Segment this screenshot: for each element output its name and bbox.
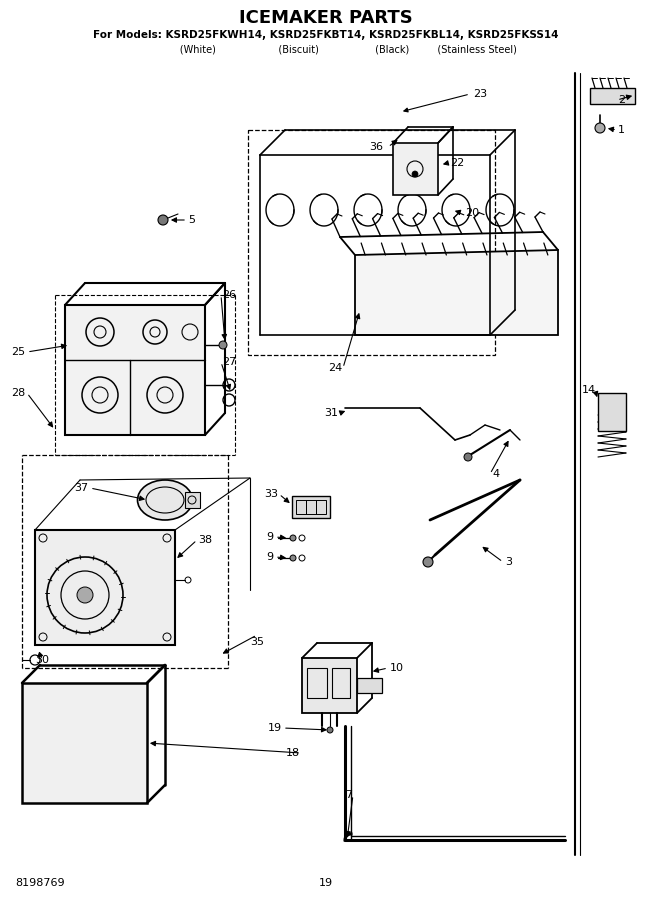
Bar xyxy=(393,143,438,195)
Circle shape xyxy=(327,727,333,733)
Text: 28: 28 xyxy=(10,388,25,398)
Circle shape xyxy=(158,215,168,225)
Text: 38: 38 xyxy=(198,535,212,545)
Ellipse shape xyxy=(138,480,192,520)
Text: 3: 3 xyxy=(505,557,512,567)
Bar xyxy=(292,496,330,518)
Text: 9: 9 xyxy=(266,532,273,542)
Text: (White)                    (Biscuit)                  (Black)         (Stainless: (White) (Biscuit) (Black) (Stainless xyxy=(136,45,516,55)
Bar xyxy=(185,492,200,508)
Bar xyxy=(357,678,382,693)
Text: 19: 19 xyxy=(268,723,282,733)
Circle shape xyxy=(595,123,605,133)
Text: 31: 31 xyxy=(324,408,338,418)
Text: 4: 4 xyxy=(492,469,499,479)
Text: 35: 35 xyxy=(250,637,264,647)
Text: 2: 2 xyxy=(618,95,625,105)
Text: 20: 20 xyxy=(465,208,479,218)
Bar xyxy=(35,530,175,645)
Text: 25: 25 xyxy=(11,347,25,357)
Text: 33: 33 xyxy=(264,489,278,499)
Bar xyxy=(332,668,350,698)
Bar xyxy=(306,500,316,514)
Circle shape xyxy=(464,453,472,461)
Bar xyxy=(307,668,327,698)
Text: 22: 22 xyxy=(450,158,464,168)
Circle shape xyxy=(290,555,296,561)
Text: 9: 9 xyxy=(266,552,273,562)
Text: 24: 24 xyxy=(328,363,342,373)
Circle shape xyxy=(219,341,227,349)
Circle shape xyxy=(77,587,93,603)
Text: 1: 1 xyxy=(618,125,625,135)
Text: 26: 26 xyxy=(222,290,236,300)
Text: 27: 27 xyxy=(222,357,236,367)
Text: 18: 18 xyxy=(286,748,300,758)
Bar xyxy=(296,500,306,514)
Bar xyxy=(22,683,147,803)
Text: 10: 10 xyxy=(390,663,404,673)
Circle shape xyxy=(412,171,418,177)
Text: 8198769: 8198769 xyxy=(15,878,65,888)
Text: For Models: KSRD25FKWH14, KSRD25FKBT14, KSRD25FKBL14, KSRD25FKSS14: For Models: KSRD25FKWH14, KSRD25FKBT14, … xyxy=(93,30,559,40)
Bar xyxy=(316,500,326,514)
Bar xyxy=(590,88,635,104)
Text: 30: 30 xyxy=(35,655,49,665)
Circle shape xyxy=(423,557,433,567)
Text: 19: 19 xyxy=(319,878,333,888)
Text: ICEMAKER PARTS: ICEMAKER PARTS xyxy=(239,9,413,27)
Text: 7: 7 xyxy=(345,790,352,800)
Bar xyxy=(598,393,626,431)
Polygon shape xyxy=(355,250,558,335)
Circle shape xyxy=(290,535,296,541)
Bar xyxy=(65,305,205,435)
Bar xyxy=(302,658,357,713)
Text: 36: 36 xyxy=(369,142,383,152)
Text: 23: 23 xyxy=(473,89,487,99)
Text: 37: 37 xyxy=(74,483,88,493)
Text: 5: 5 xyxy=(188,215,195,225)
Text: 14: 14 xyxy=(582,385,596,395)
